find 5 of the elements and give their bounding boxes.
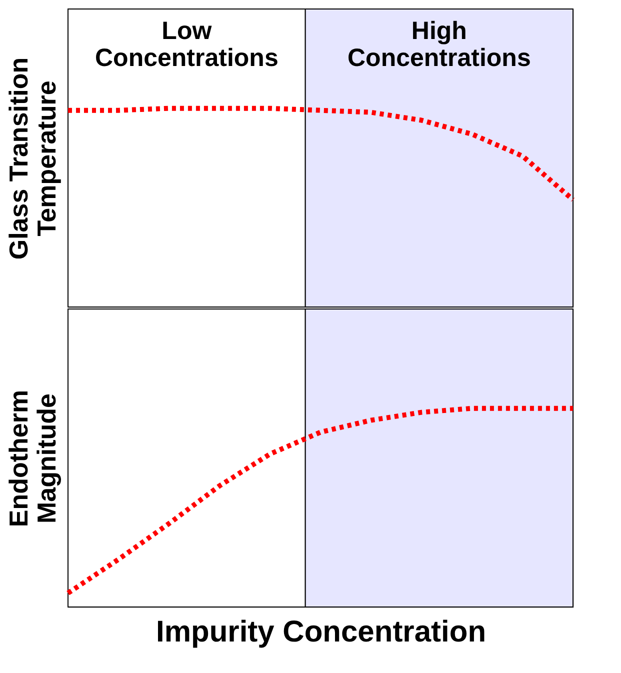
y-axis-title: Glass Transition Temperature (4, 57, 62, 260)
text: Low Concentrations (94, 17, 278, 72)
text: High Concentrations (347, 17, 531, 72)
x-axis-title: Impurity Concentration (156, 616, 486, 648)
y-axis-title: Endotherm Magnitude (4, 390, 62, 528)
